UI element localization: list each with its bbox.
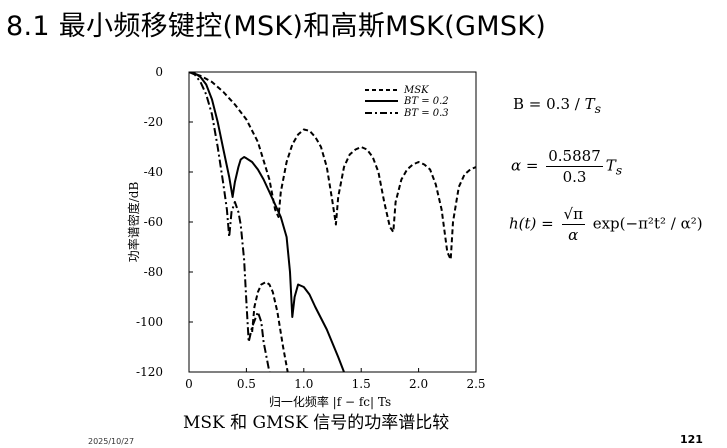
x-tick-label: 0 (185, 377, 193, 391)
footer-date: 2025/10/27 (88, 437, 135, 446)
y-tick-label: -20 (144, 115, 163, 129)
y-axis-label: 功率谱密度/dB (126, 182, 141, 263)
y-tick-label: -100 (136, 315, 163, 329)
legend-msk-label: MSK (403, 85, 429, 96)
formula-alpha-var: T (605, 156, 616, 175)
series-layer (189, 72, 476, 372)
x-tick-label: 1.5 (352, 377, 371, 391)
formula-b-sub: s (594, 101, 602, 116)
y-tick-label: 0 (155, 65, 163, 79)
formula-h-lhs: h(t) = (509, 214, 554, 233)
x-tick-label: 2.0 (409, 377, 428, 391)
slide-title: 8.1 最小频移键控(MSK)和高斯MSK(GMSK) (6, 11, 547, 42)
y-tick-label: -80 (144, 265, 163, 279)
legend-bt02-label: BT = 0.2 (403, 96, 449, 107)
x-tick-label: 0.5 (237, 377, 256, 391)
figure-caption: MSK 和 GMSK 信号的功率谱比较 (183, 413, 450, 433)
series-line-1 (189, 72, 345, 372)
x-tick-label: 2.5 (466, 377, 485, 391)
formula-alpha-num: 0.5887 (546, 147, 603, 167)
x-tick-label: 1.0 (294, 377, 313, 391)
formula-alpha-lhs: α = (511, 156, 539, 175)
formula-alpha-fraction: 0.5887 0.3 (546, 147, 603, 186)
series-line-2 (189, 72, 271, 372)
y-tick-label: -120 (136, 365, 163, 379)
formula-h-fraction: √π α (561, 205, 585, 244)
legend: MSK BT = 0.2 BT = 0.3 (365, 85, 449, 119)
x-axis-label: 归一化频率 |f − fc| Ts (269, 394, 391, 409)
formula-gaussian-filter: h(t) = √π α exp(−π²t² / α²) (509, 205, 703, 244)
y-tick-label: -40 (144, 165, 163, 179)
tick-labels: 0 0.5 1.0 1.5 2.0 2.5 0 -20 -40 -60 -80 -100 -120 (136, 65, 486, 391)
formula-alpha-den: 0.3 (562, 168, 587, 186)
formula-h-rhs: exp(−π²t² / α²) (592, 214, 703, 233)
page-number: 121 (680, 433, 703, 446)
series-line-3 (251, 281, 289, 372)
formula-bandwidth: B = 0.3 / Ts (513, 95, 601, 116)
formula-h-den: α (568, 226, 579, 244)
y-tick-label: -60 (144, 215, 163, 229)
formula-b-lhs: B = 0.3 / (513, 95, 585, 113)
formula-alpha-sub: s (615, 162, 623, 178)
legend-bt03-label: BT = 0.3 (403, 108, 449, 119)
formula-alpha: α = 0.5887 0.3 Ts (511, 147, 622, 186)
formula-h-num: √π (561, 205, 585, 225)
formula-b-var: T (584, 95, 595, 113)
